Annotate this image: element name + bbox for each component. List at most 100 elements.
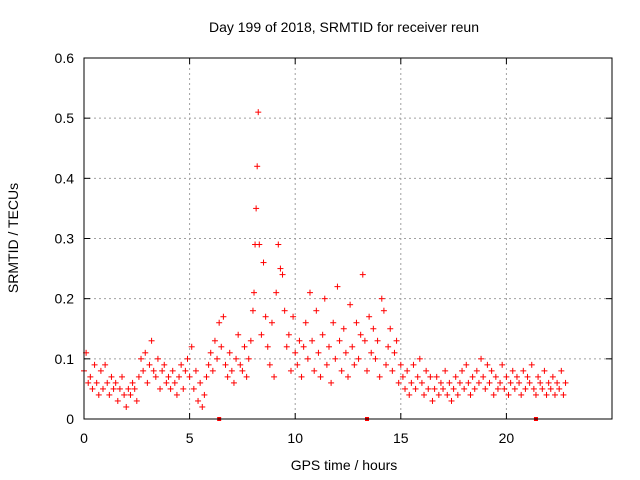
data-point: [207, 349, 214, 356]
data-point: [159, 367, 166, 374]
x-tick-label: 15: [393, 430, 409, 446]
data-points: [81, 109, 569, 421]
data-point: [374, 337, 381, 344]
data-point: [532, 391, 539, 398]
data-point: [437, 379, 444, 386]
data-point: [357, 331, 364, 338]
data-point: [192, 367, 199, 374]
data-point: [123, 403, 130, 410]
y-tick-label: 0: [66, 411, 74, 427]
data-point: [264, 343, 271, 350]
data-point: [380, 307, 387, 314]
data-point: [366, 313, 373, 320]
data-point: [454, 391, 461, 398]
data-point: [256, 241, 263, 248]
data-point: [340, 325, 347, 332]
data-point: [167, 385, 174, 392]
data-point: [230, 379, 237, 386]
data-point: [290, 313, 297, 320]
data-point: [461, 385, 468, 392]
data-point: [459, 367, 466, 374]
data-point: [135, 373, 142, 380]
data-point: [237, 361, 244, 368]
x-tick-label: 20: [499, 430, 515, 446]
data-point: [89, 385, 96, 392]
data-point: [503, 373, 510, 380]
data-point: [180, 385, 187, 392]
y-tick-label: 0.2: [55, 291, 75, 307]
data-point: [228, 367, 235, 374]
data-point: [372, 355, 379, 362]
data-point: [283, 343, 290, 350]
data-point: [391, 349, 398, 356]
data-point: [547, 385, 554, 392]
data-point: [157, 385, 164, 392]
data-point: [165, 373, 172, 380]
data-point: [465, 379, 472, 386]
data-point: [541, 367, 548, 374]
data-point: [271, 373, 278, 380]
data-point: [199, 403, 206, 410]
data-point: [281, 307, 288, 314]
data-point: [150, 367, 157, 374]
data-point: [414, 373, 421, 380]
data-point: [473, 367, 480, 374]
data-point: [222, 361, 229, 368]
data-point: [359, 271, 366, 278]
data-point: [171, 379, 178, 386]
data-point: [85, 379, 92, 386]
data-point: [317, 373, 324, 380]
data-point: [528, 361, 535, 368]
data-point: [560, 391, 567, 398]
data-point: [444, 391, 451, 398]
data-point: [249, 307, 256, 314]
data-point: [296, 337, 303, 344]
data-point: [226, 349, 233, 356]
data-point: [399, 373, 406, 380]
data-point: [450, 385, 457, 392]
data-point: [163, 379, 170, 386]
data-point: [402, 385, 409, 392]
data-point: [429, 397, 436, 404]
data-point: [148, 337, 155, 344]
y-tick-label: 0.3: [55, 231, 75, 247]
data-point: [397, 361, 404, 368]
data-point: [385, 343, 392, 350]
grid-layer: [84, 58, 612, 419]
data-point: [336, 337, 343, 344]
data-point: [516, 379, 523, 386]
data-point: [218, 343, 225, 350]
data-point: [524, 373, 531, 380]
data-point: [169, 367, 176, 374]
data-point: [292, 349, 299, 356]
data-point: [311, 367, 318, 374]
data-point: [345, 373, 351, 380]
data-point: [154, 355, 161, 362]
data-point: [91, 361, 98, 368]
data-point: [446, 379, 453, 386]
data-point: [315, 349, 322, 356]
data-point: [304, 355, 311, 362]
data-point: [95, 391, 102, 398]
data-point: [116, 385, 123, 392]
data-point: [456, 379, 463, 386]
plot-frame: [83, 57, 613, 420]
data-point: [416, 355, 423, 362]
data-point: [241, 343, 248, 350]
data-point: [309, 337, 316, 344]
data-point: [395, 379, 402, 386]
data-point: [361, 337, 368, 344]
data-point: [323, 361, 330, 368]
data-point: [188, 343, 195, 350]
data-point: [427, 373, 434, 380]
data-point: [140, 367, 147, 374]
data-point: [93, 379, 100, 386]
data-point: [562, 379, 569, 386]
data-point: [254, 163, 261, 170]
data-point: [275, 241, 282, 248]
data-point: [507, 379, 514, 386]
data-point: [478, 355, 485, 362]
data-point: [258, 331, 265, 338]
data-point: [133, 397, 140, 404]
